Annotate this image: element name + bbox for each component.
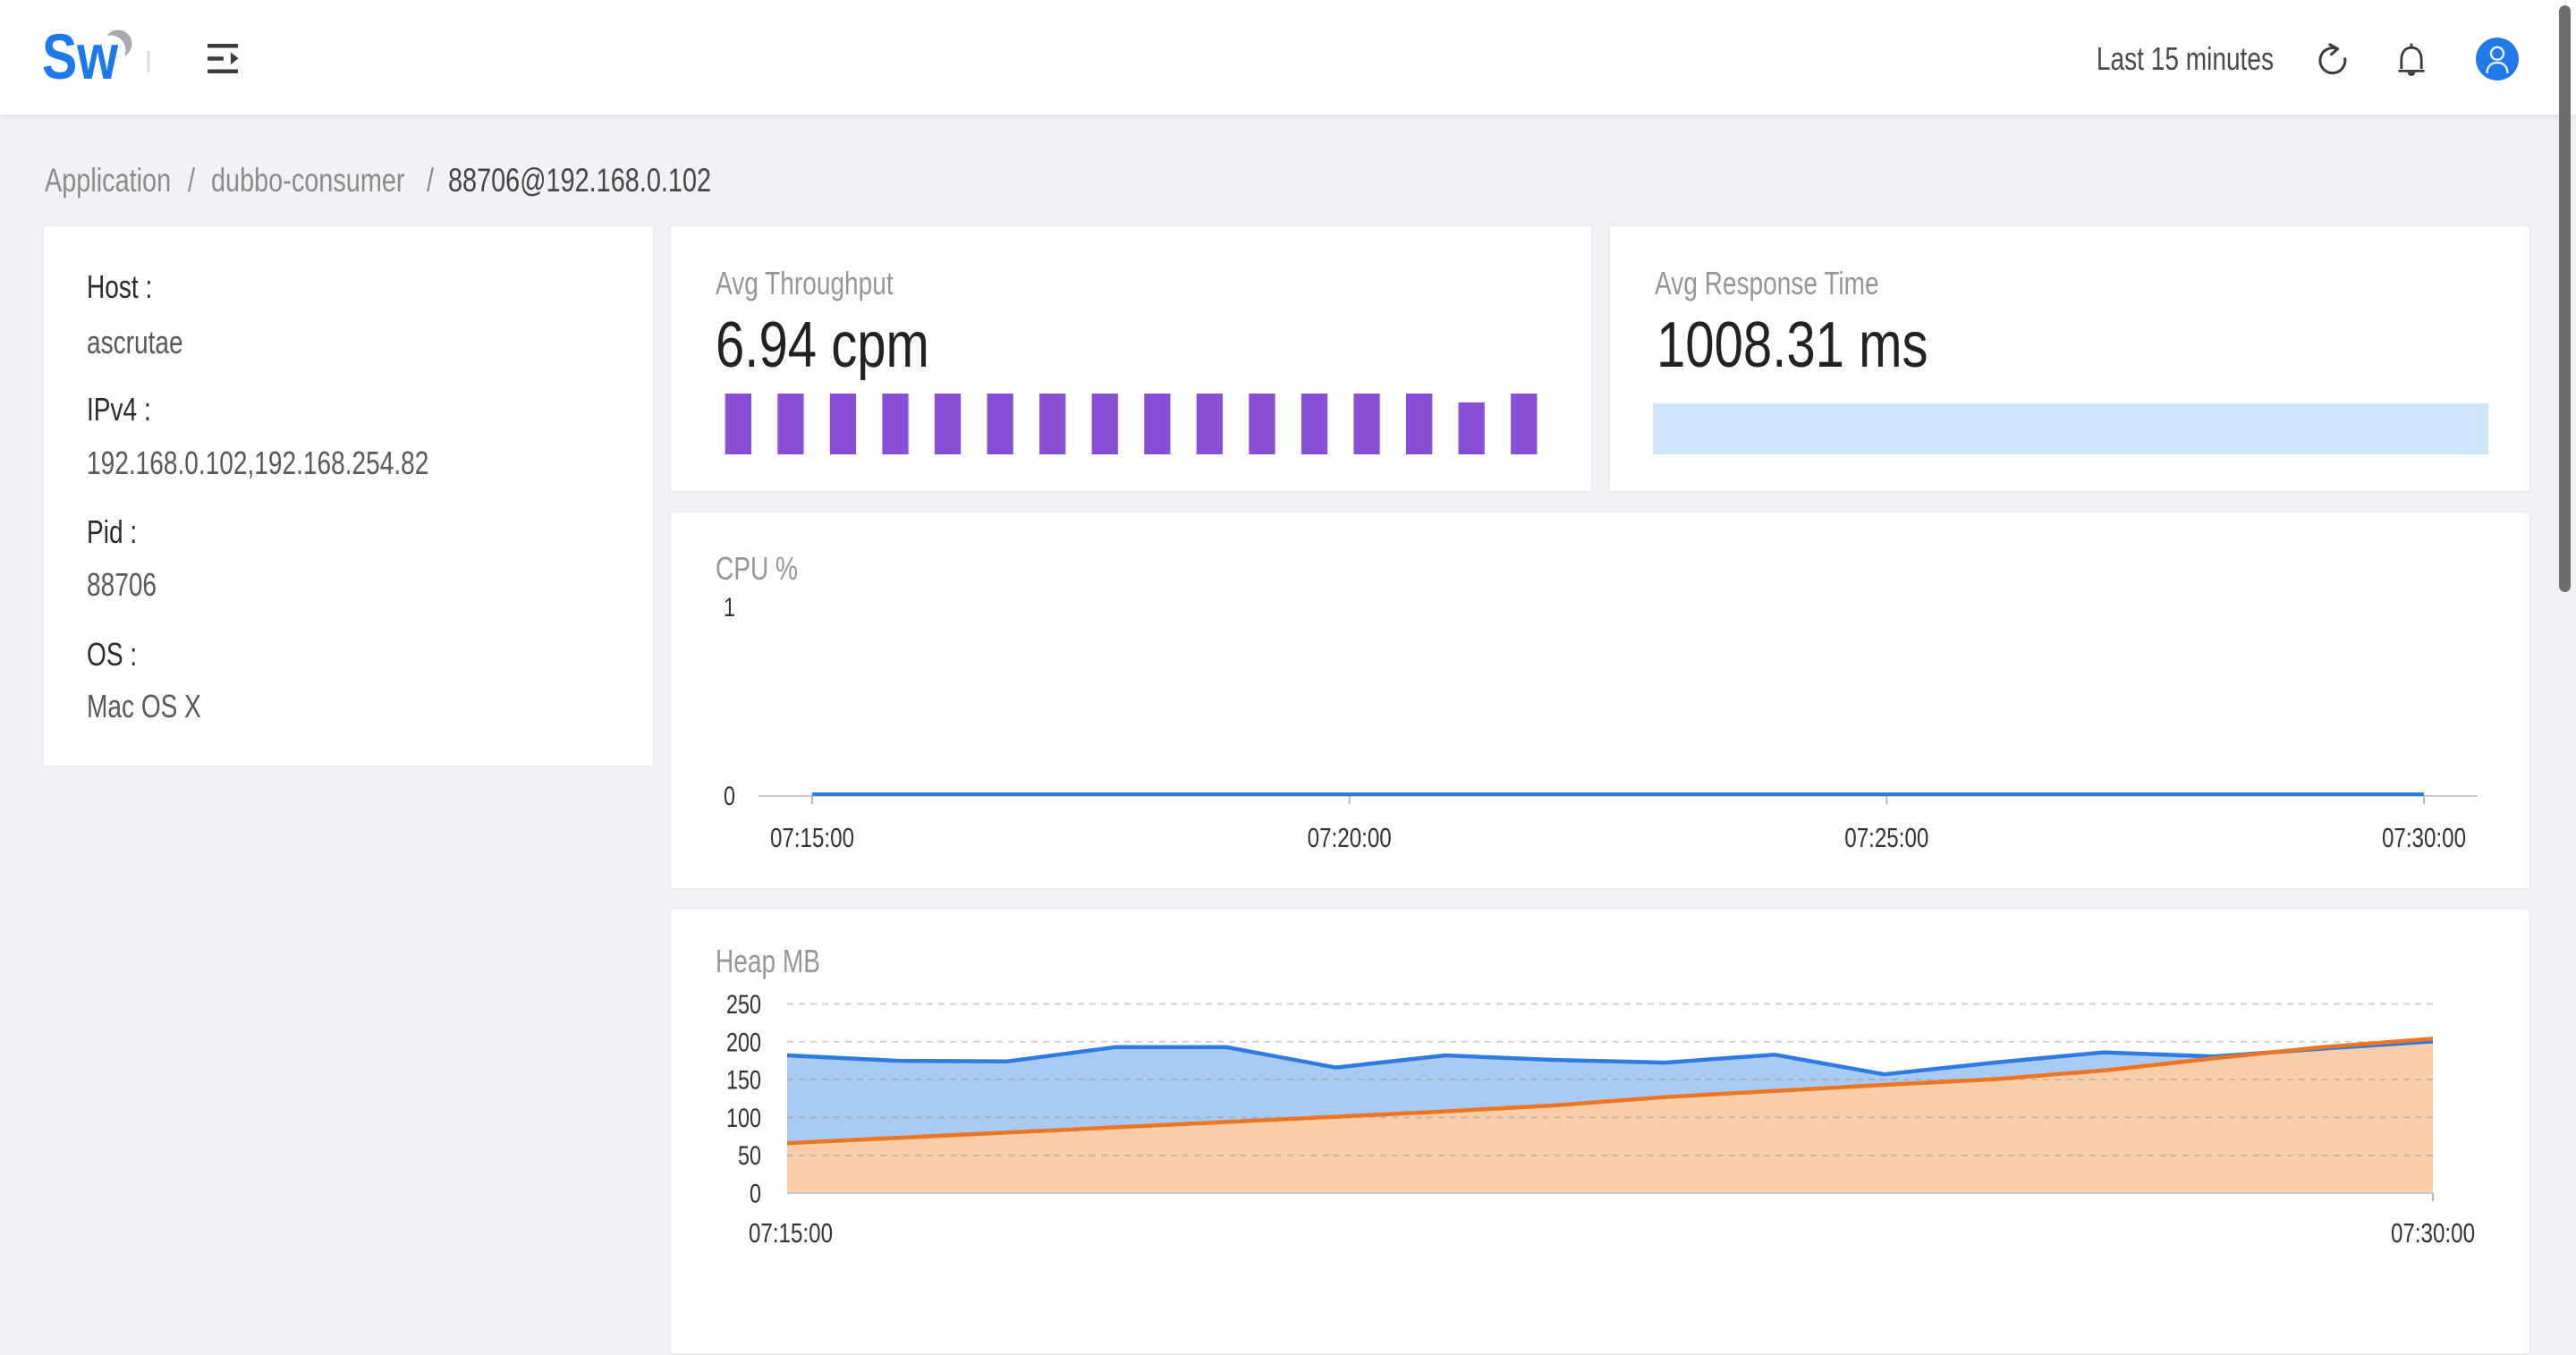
svg-text:/: / (427, 163, 435, 199)
svg-text:OS :: OS : (87, 637, 137, 673)
svg-text:Pid :: Pid : (87, 514, 137, 550)
svg-text:6.94 cpm: 6.94 cpm (716, 309, 929, 380)
svg-text:0: 0 (724, 781, 735, 810)
svg-text:07:30:00: 07:30:00 (2382, 822, 2466, 853)
svg-text:ascrutae: ascrutae (87, 325, 183, 360)
svg-text:/: / (188, 163, 196, 199)
svg-text:88706@192.168.0.102: 88706@192.168.0.102 (448, 163, 711, 199)
svg-text:IPv4 :: IPv4 : (87, 392, 151, 428)
svg-text:Application: Application (45, 163, 171, 199)
svg-text:07:15:00: 07:15:00 (749, 1217, 833, 1249)
svg-text:100: 100 (726, 1103, 761, 1132)
svg-text:1: 1 (724, 592, 735, 622)
svg-text:150: 150 (726, 1065, 761, 1095)
svg-text:07:15:00: 07:15:00 (770, 822, 854, 853)
svg-text:Heap MB: Heap MB (716, 944, 820, 979)
svg-text:Sw: Sw (42, 21, 118, 92)
svg-text:1008.31 ms: 1008.31 ms (1657, 309, 1928, 380)
svg-text:192.168.0.102,192.168.254.82: 192.168.0.102,192.168.254.82 (87, 445, 428, 481)
svg-text:Avg Response Time: Avg Response Time (1655, 266, 1879, 301)
svg-text:88706: 88706 (87, 567, 157, 603)
svg-text:200: 200 (726, 1028, 761, 1057)
svg-text:Avg Throughput: Avg Throughput (716, 266, 894, 301)
svg-text:250: 250 (726, 989, 761, 1019)
svg-text:07:25:00: 07:25:00 (1844, 822, 1928, 853)
svg-text:Last 15 minutes: Last 15 minutes (2097, 41, 2274, 77)
svg-text:dubbo-consumer: dubbo-consumer (211, 163, 405, 199)
svg-text:07:30:00: 07:30:00 (2391, 1217, 2475, 1249)
svg-text:CPU %: CPU % (716, 551, 798, 587)
svg-text:0: 0 (750, 1179, 761, 1208)
svg-text:Mac OS X: Mac OS X (87, 689, 201, 724)
svg-text:Host :: Host : (87, 269, 152, 305)
svg-text:07:20:00: 07:20:00 (1308, 822, 1392, 853)
svg-text:50: 50 (738, 1140, 761, 1170)
